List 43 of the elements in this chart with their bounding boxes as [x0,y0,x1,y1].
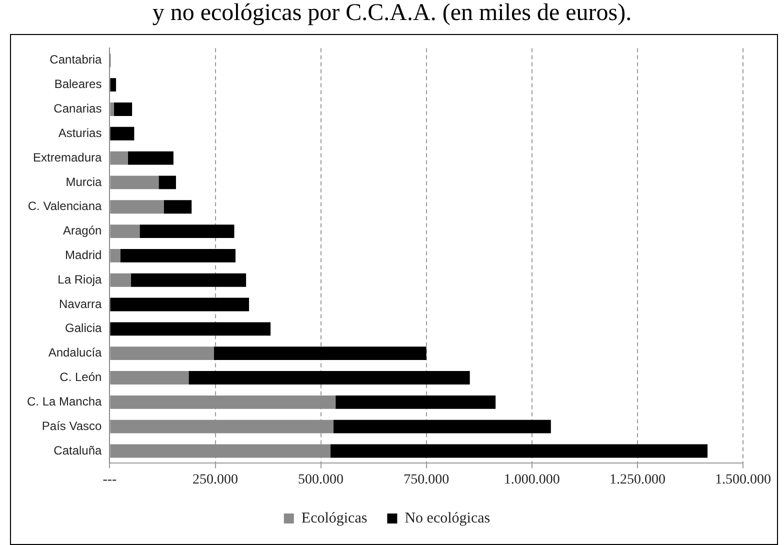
bar [333,420,551,434]
bar [214,346,426,360]
bar [110,126,134,140]
y-tick-label: Canarias [54,102,102,116]
y-tick-label: Extremadura [33,150,102,164]
y-tick-label: La Rioja [58,272,102,286]
x-tick-label: --- [102,472,118,488]
bar [110,298,250,312]
bar [188,371,470,384]
y-tick-label: C. León [60,370,102,384]
chart-title: y no ecológicas por C.C.A.A. (en miles de euros). [151,0,633,27]
bar [114,102,132,116]
y-tick-label: Galicia [65,321,102,336]
y-tick-label: Cantabria [50,52,102,67]
y-tick-label: Asturias [58,126,102,140]
bar [336,395,496,409]
legend-label: No ecológicas [404,510,490,526]
x-tick-label: 250.000 [192,472,238,488]
bar [130,273,246,287]
x-tick-label: 1.500.000 [715,472,771,488]
bar [110,78,116,92]
x-tick-label: 1.250.000 [609,472,666,488]
y-tick-label: País Vasco [42,418,102,433]
bar [330,444,708,458]
y-tick-label: Murcia [66,174,102,189]
x-tick-label: 750.000 [404,472,450,488]
y-tick-label: Navarra [59,296,102,311]
y-tick-label: C. La Mancha [26,394,102,408]
bar [120,248,236,262]
y-tick-label: Baleares [54,77,102,92]
bar [110,322,271,336]
y-tick-label: Aragón [63,224,102,238]
y-tick-label: C. Valenciana [28,199,102,214]
y-tick-label: Madrid [65,248,102,262]
x-tick-label: 500.000 [298,472,344,488]
x-tick-label: 1.000.000 [504,472,560,488]
bar [158,176,176,190]
bar [140,224,234,238]
legend-label: Ecológicas [301,510,368,526]
y-tick-label: Cataluña [54,443,102,458]
bar [164,200,192,214]
y-tick-label: Andalucía [48,346,102,360]
bar [128,151,174,165]
